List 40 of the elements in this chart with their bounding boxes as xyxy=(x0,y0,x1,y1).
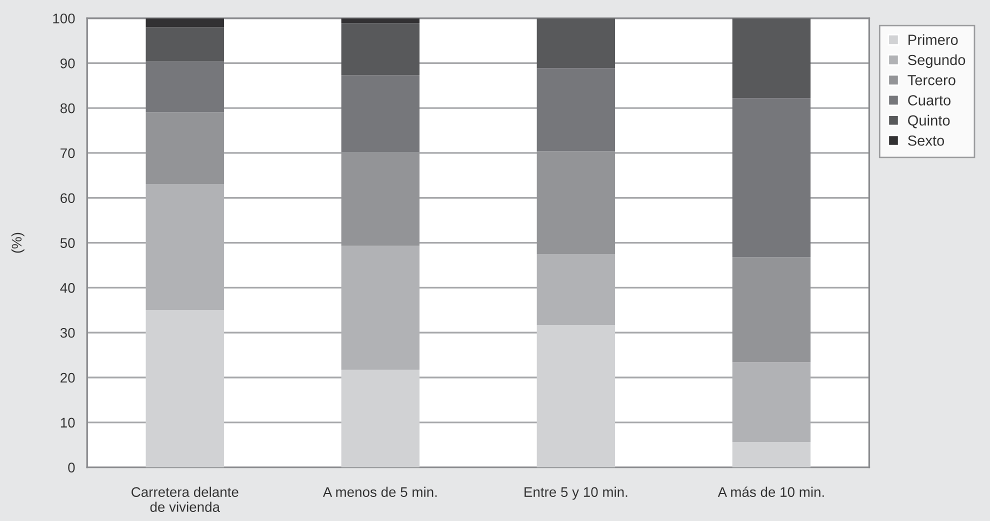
y-tick-label: 30 xyxy=(60,328,75,338)
bar xyxy=(341,152,420,246)
bar xyxy=(341,75,420,152)
y-tick-label: 90 xyxy=(60,58,75,68)
bar xyxy=(536,324,616,468)
bar xyxy=(146,27,224,62)
bar xyxy=(146,61,224,112)
bar xyxy=(732,257,811,362)
legend-label: Quinto xyxy=(908,114,950,128)
bar xyxy=(536,68,616,152)
bar xyxy=(341,18,420,24)
bar xyxy=(146,310,224,468)
y-tick-label: 50 xyxy=(60,238,75,248)
x-tick-label: A menos de 5 min. xyxy=(322,486,437,497)
y-tick-label: 10 xyxy=(60,418,75,428)
legend-label: Tercero xyxy=(908,75,956,86)
y-tick-label: 60 xyxy=(60,193,75,204)
y-tick-label: 70 xyxy=(60,148,75,158)
bar xyxy=(536,151,616,254)
y-tick-label: 100 xyxy=(53,14,75,24)
legend-label: Cuarto xyxy=(908,95,951,106)
y-tick-label: 0 xyxy=(68,462,75,473)
legend-label: Segundo xyxy=(908,54,966,68)
bar xyxy=(732,442,811,468)
x-tick-label: Entre 5 y 10 min. xyxy=(524,486,628,500)
legend-label: Sexto xyxy=(908,135,944,146)
bar xyxy=(536,18,616,68)
y-tick-label: 40 xyxy=(60,283,75,293)
bar xyxy=(341,23,420,76)
y-tick-label: 80 xyxy=(60,103,75,114)
bar xyxy=(732,18,811,98)
y-axis-title: (%) xyxy=(11,232,24,253)
bar xyxy=(732,98,811,258)
x-tick-label: A más de 10 min. xyxy=(718,486,824,497)
bar xyxy=(146,18,224,28)
x-tick-label: Carretera delante de vivienda xyxy=(132,486,238,512)
bar xyxy=(341,370,420,468)
y-tick-label: 20 xyxy=(60,372,75,383)
bar xyxy=(146,112,224,184)
legend-label: Primero xyxy=(908,34,958,45)
